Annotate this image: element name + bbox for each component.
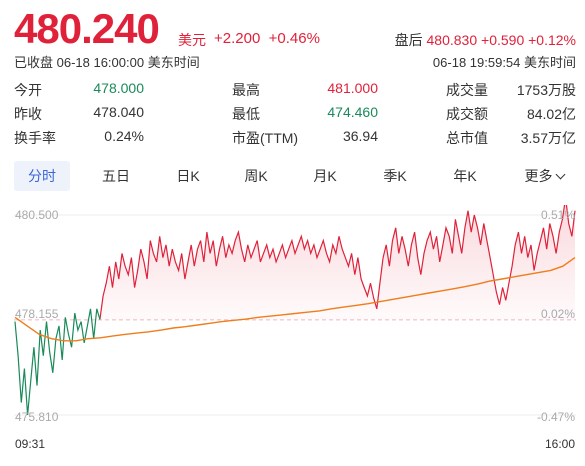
y-tick-pct-low: -0.47% (537, 410, 575, 424)
tab-daily-k[interactable]: 日K (176, 168, 200, 184)
change-value: +2.200 (214, 30, 261, 47)
tab-more-label: 更多 (524, 168, 553, 184)
y-tick-low: 475.810 (15, 410, 59, 424)
stats-row: 今开 478.000 最高 481.000 成交量 1753万股 (14, 80, 576, 98)
tab-more[interactable]: 更多 (512, 161, 576, 191)
after-hours-percent: +0.12% (528, 32, 576, 48)
stats-panel: 今开 478.000 最高 481.000 成交量 1753万股 昨收 478.040 … (14, 80, 576, 152)
y-tick-pct-high: 0.51% (541, 208, 575, 222)
after-hours-time: 06-18 19:59:54 美东时间 (432, 55, 576, 70)
price-line-below-open (14, 308, 101, 416)
tab-quarterly-k[interactable]: 季K (383, 168, 407, 184)
period-tabs: 分时 五日 日K 周K 月K 季K 年K 更多 (14, 161, 576, 191)
after-hours-change: +0.590 (481, 32, 525, 48)
price-area (99, 205, 575, 320)
chevron-down-icon (555, 169, 565, 180)
y-tick-pct-mid: 0.02% (541, 307, 575, 321)
last-price: 480.240 (14, 5, 160, 52)
after-hours-price: 480.830 (426, 32, 478, 48)
average-price-line (14, 257, 576, 342)
price-line (99, 205, 576, 320)
y-tick-high: 480.500 (15, 208, 59, 222)
tab-yearly-k[interactable]: 年K (453, 168, 477, 184)
tab-intraday[interactable]: 分时 (14, 161, 70, 191)
price-change: +2.200 +0.46% (214, 30, 320, 47)
x-tick-open: 09:31 (15, 437, 45, 451)
tab-monthly-k[interactable]: 月K (313, 168, 337, 184)
tab-five-day[interactable]: 五日 (102, 168, 130, 184)
after-hours-quote: 盘后 480.830 +0.590 +0.12% (395, 30, 576, 50)
stats-row: 昨收 478.040 最低 474.460 成交额 84.02亿 (14, 104, 576, 122)
after-hours-label: 盘后 (394, 32, 423, 48)
market-status: 已收盘 06-18 16:00:00 美东时间 (14, 55, 200, 70)
tab-weekly-k[interactable]: 周K (244, 168, 268, 184)
stats-row: 换手率 0.24% 市盈(TTM) 36.94 总市值 3.57万亿 (14, 128, 576, 146)
currency-label: 美元 (178, 32, 206, 48)
quote-header: 480.240 美元 +2.200 +0.46% 盘后 480.830 +0.5… (14, 5, 576, 52)
y-tick-mid: 478.155 (15, 307, 59, 321)
change-percent: +0.46% (268, 30, 320, 47)
intraday-chart[interactable]: 480.500 478.155 475.810 0.51% 0.02% -0.4… (14, 205, 576, 460)
x-tick-close: 16:00 (545, 437, 575, 451)
